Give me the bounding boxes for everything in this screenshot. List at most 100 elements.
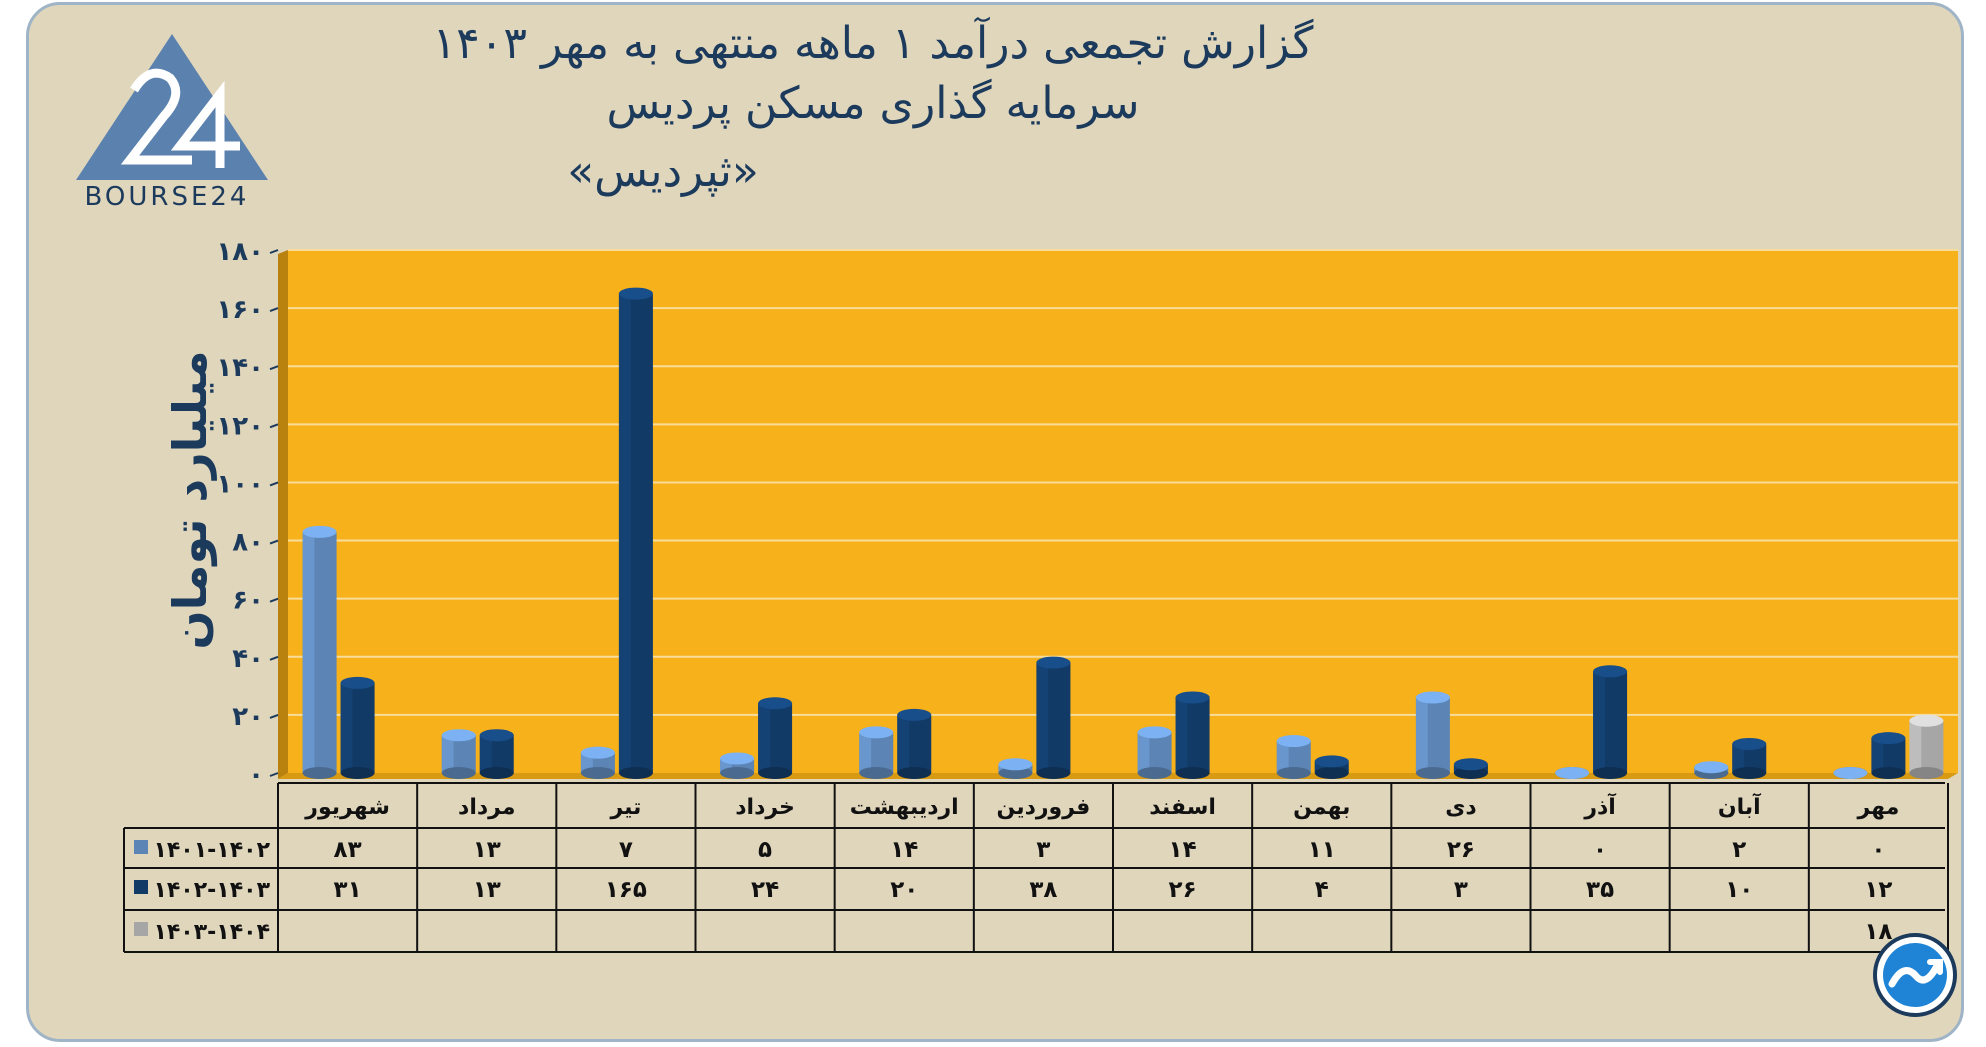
bourse24-logo — [76, 34, 268, 180]
bar-cap — [479, 729, 514, 742]
y-tick-label: ۶۰ — [232, 586, 264, 616]
bar-highlight — [580, 752, 593, 773]
data-label: ۰ — [1871, 837, 1885, 863]
table-category-label: دی — [1445, 795, 1476, 820]
bar-cap — [1314, 755, 1349, 768]
bar-base — [1453, 767, 1488, 779]
data-label: ۲۶ — [1169, 877, 1197, 903]
bar-۱۴۰۲-۱۴۰۳-مرداد — [479, 729, 514, 779]
y-tick-mark — [269, 307, 279, 313]
bar-cap — [1276, 735, 1311, 748]
bar-۱۴۰۲-۱۴۰۳-فروردین — [1036, 656, 1071, 779]
bar-base — [998, 767, 1033, 779]
y-tick-label: ۸۰ — [232, 528, 264, 558]
data-label: ۱۸ — [1864, 919, 1892, 945]
bar-base — [441, 767, 476, 779]
data-label: ۱۳ — [473, 877, 501, 903]
y-tick-mark — [269, 597, 279, 603]
bar-cap — [1593, 665, 1628, 678]
y-tick-label: ۲۰ — [232, 702, 264, 732]
brand-badge-icon — [1873, 933, 1957, 1017]
data-label: ۰ — [1593, 837, 1607, 863]
data-label: ۲ — [1732, 837, 1746, 863]
legend-series-name: ۱۴۰۳-۱۴۰۴ — [153, 920, 270, 945]
bar-highlight — [302, 531, 315, 773]
table-category-label: شهریور — [304, 795, 390, 820]
bar-cap — [1871, 732, 1906, 745]
bar-۱۴۰۱-۱۴۰۲-تیر — [580, 746, 615, 779]
legend-series-name: ۱۴۰۲-۱۴۰۳ — [153, 878, 270, 903]
data-label: ۱۴ — [1169, 837, 1197, 863]
bar-cap — [1175, 691, 1210, 704]
y-tick-label: ۰ — [248, 760, 264, 790]
bar-cap — [1694, 761, 1729, 774]
plot-floor — [278, 773, 1958, 779]
bar-۱۴۰۱-۱۴۰۲-خرداد — [720, 752, 755, 779]
bar-highlight — [1036, 662, 1049, 773]
bar-۱۴۰۱-۱۴۰۲-فروردین — [998, 758, 1033, 779]
y-tick-mark — [269, 365, 279, 371]
bar-highlight — [1593, 671, 1605, 773]
y-tick-label: ۱۲۰ — [216, 411, 264, 441]
legend-swatch — [134, 922, 148, 936]
table-category-label: مهر — [1856, 795, 1899, 820]
bar-cap — [720, 752, 755, 765]
bar-۱۴۰۱-۱۴۰۲-آبان — [1694, 761, 1729, 779]
data-label: ۲۶ — [1447, 837, 1475, 863]
logo-text: BOURSE24 — [84, 182, 250, 212]
data-label: ۱۲ — [1864, 877, 1892, 903]
table-category-label: خرداد — [735, 795, 795, 820]
bar-base — [479, 767, 514, 779]
bar-highlight — [1415, 697, 1428, 773]
legend-swatch — [134, 840, 148, 854]
bar-base — [720, 767, 755, 779]
bar-base — [302, 767, 337, 779]
data-label: ۱۱ — [1308, 837, 1336, 863]
bar-highlight — [479, 735, 492, 773]
bar-۱۴۰۲-۱۴۰۳-آبان — [1732, 737, 1767, 779]
bar-base — [859, 767, 894, 779]
bar-۱۴۰۱-۱۴۰۲-دی — [1415, 691, 1450, 779]
table-category-label: فروردین — [997, 795, 1091, 820]
bar-base — [1593, 767, 1628, 779]
bar-۱۴۰۲-۱۴۰۳-دی — [1453, 758, 1488, 779]
bar-cap — [580, 746, 615, 759]
bar-base — [1276, 767, 1311, 779]
bar-cap — [859, 726, 894, 739]
bar-base — [1314, 767, 1349, 779]
bar-cap — [897, 708, 932, 721]
bar-۱۴۰۱-۱۴۰۲-شهریور — [302, 525, 337, 779]
bar-highlight — [1909, 720, 1922, 773]
bar-cap — [340, 676, 375, 689]
chart-title-line-3: «ثپردیس» — [567, 146, 759, 197]
bar-base — [1036, 767, 1071, 779]
bar-cap — [1453, 758, 1488, 771]
y-tick-mark — [269, 713, 279, 719]
bar-۱۴۰۱-۱۴۰۲-آذر — [1555, 767, 1590, 779]
table-category-label: اردیبهشت — [850, 795, 959, 820]
table-category-label: مرداد — [458, 795, 515, 820]
data-label: ۱۰ — [1725, 877, 1753, 903]
bar-cap — [302, 525, 337, 538]
y-tick-mark — [269, 655, 279, 661]
bar-highlight — [859, 732, 872, 773]
table-category-label: اسفند — [1149, 795, 1216, 820]
y-tick-mark — [269, 539, 279, 545]
data-label: ۳۱ — [334, 877, 362, 903]
bar-highlight — [1137, 732, 1150, 773]
bar-base — [1871, 767, 1906, 779]
bar-highlight — [1732, 743, 1745, 773]
data-label: ۱۳ — [473, 837, 501, 863]
bar-highlight — [441, 735, 454, 773]
bar-cap — [998, 758, 1033, 771]
bar-highlight — [1175, 697, 1188, 773]
bar-۱۴۰۱-۱۴۰۲-اردیبهشت — [859, 726, 894, 779]
bar-cap — [1555, 767, 1590, 779]
plot-side-wall — [278, 250, 288, 779]
bar-۱۴۰۲-۱۴۰۳-اسفند — [1175, 691, 1210, 779]
bar-highlight — [1276, 741, 1289, 773]
legend-swatch — [134, 880, 148, 894]
bar-cap — [1732, 737, 1767, 750]
data-label: ۷ — [619, 837, 633, 863]
